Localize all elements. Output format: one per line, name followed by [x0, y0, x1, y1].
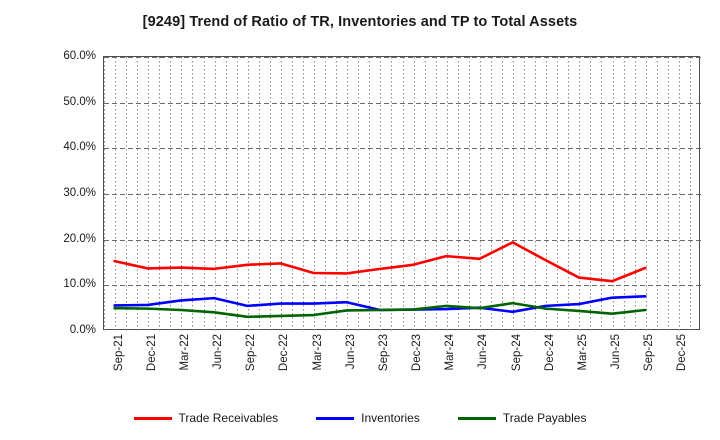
y-axis-labels: 0.0% 10.0% 20.0% 30.0% 40.0% 50.0% 60.0%: [20, 50, 96, 336]
x-axis-tick-label: Dec-24: [543, 334, 556, 372]
x-axis-tick-label: Sep-23: [377, 334, 390, 372]
x-axis-tick-label: Jun-22: [212, 334, 225, 370]
legend-item[interactable]: Trade Payables: [457, 411, 587, 425]
legend-line-icon: [133, 416, 172, 420]
y-axis-tick-label: 40.0%: [63, 141, 96, 154]
series-line-0: [113, 241, 647, 283]
x-axis-tick-label: Sep-22: [245, 334, 258, 372]
x-axis-tick-label: Dec-22: [278, 334, 291, 372]
x-axis-tick-label: Sep-24: [510, 334, 523, 372]
legend-item-label: Trade Payables: [502, 411, 587, 425]
y-axis-tick-label: 60.0%: [63, 50, 96, 62]
x-axis-tick-label: Dec-25: [676, 334, 689, 372]
x-axis-tick-label: Dec-21: [145, 334, 158, 372]
x-axis-labels: Sep-21 Dec-21 Mar-22 Jun-22 Sep-22 Dec-22 Mar-…: [103, 334, 700, 404]
series-line-2: [113, 301, 647, 319]
x-axis-tick-label: Jun-25: [610, 334, 623, 370]
legend-item[interactable]: Trade Receivables: [133, 411, 279, 425]
x-axis-tick-label: Jun-24: [477, 334, 490, 370]
x-axis-tick-label: Dec-23: [411, 334, 424, 372]
y-axis-tick-label: 30.0%: [63, 187, 96, 199]
legend-line-icon: [457, 416, 496, 420]
x-axis-tick-label: Mar-22: [178, 334, 191, 371]
x-axis-tick-label: Mar-23: [311, 334, 324, 371]
legend-item-label: Trade Receivables: [178, 411, 279, 425]
legend-item[interactable]: Inventories: [316, 411, 420, 425]
y-axis-tick-label: 20.0%: [63, 232, 96, 245]
x-axis-tick-label: Sep-25: [643, 334, 656, 372]
x-axis-tick-label: Jun-23: [344, 334, 357, 370]
legend-line-icon: [316, 416, 355, 420]
y-axis-tick-label: 10.0%: [63, 278, 96, 291]
chart-legend: Trade Receivables Inventories Trade Payabl…: [0, 404, 720, 432]
x-axis-tick-label: Sep-21: [112, 334, 125, 372]
y-axis-tick-label: 50.0%: [63, 95, 96, 108]
y-axis-tick-label: 0.0%: [69, 324, 96, 336]
x-axis-tick-label: Mar-25: [576, 334, 589, 371]
chart-title: [9249] Trend of Ratio of TR, Inventories…: [142, 14, 578, 30]
x-axis-tick-label: Mar-24: [444, 334, 457, 371]
chart-svg: [104, 57, 701, 331]
legend-item-label: Inventories: [361, 411, 420, 425]
plot-area: [103, 56, 701, 331]
